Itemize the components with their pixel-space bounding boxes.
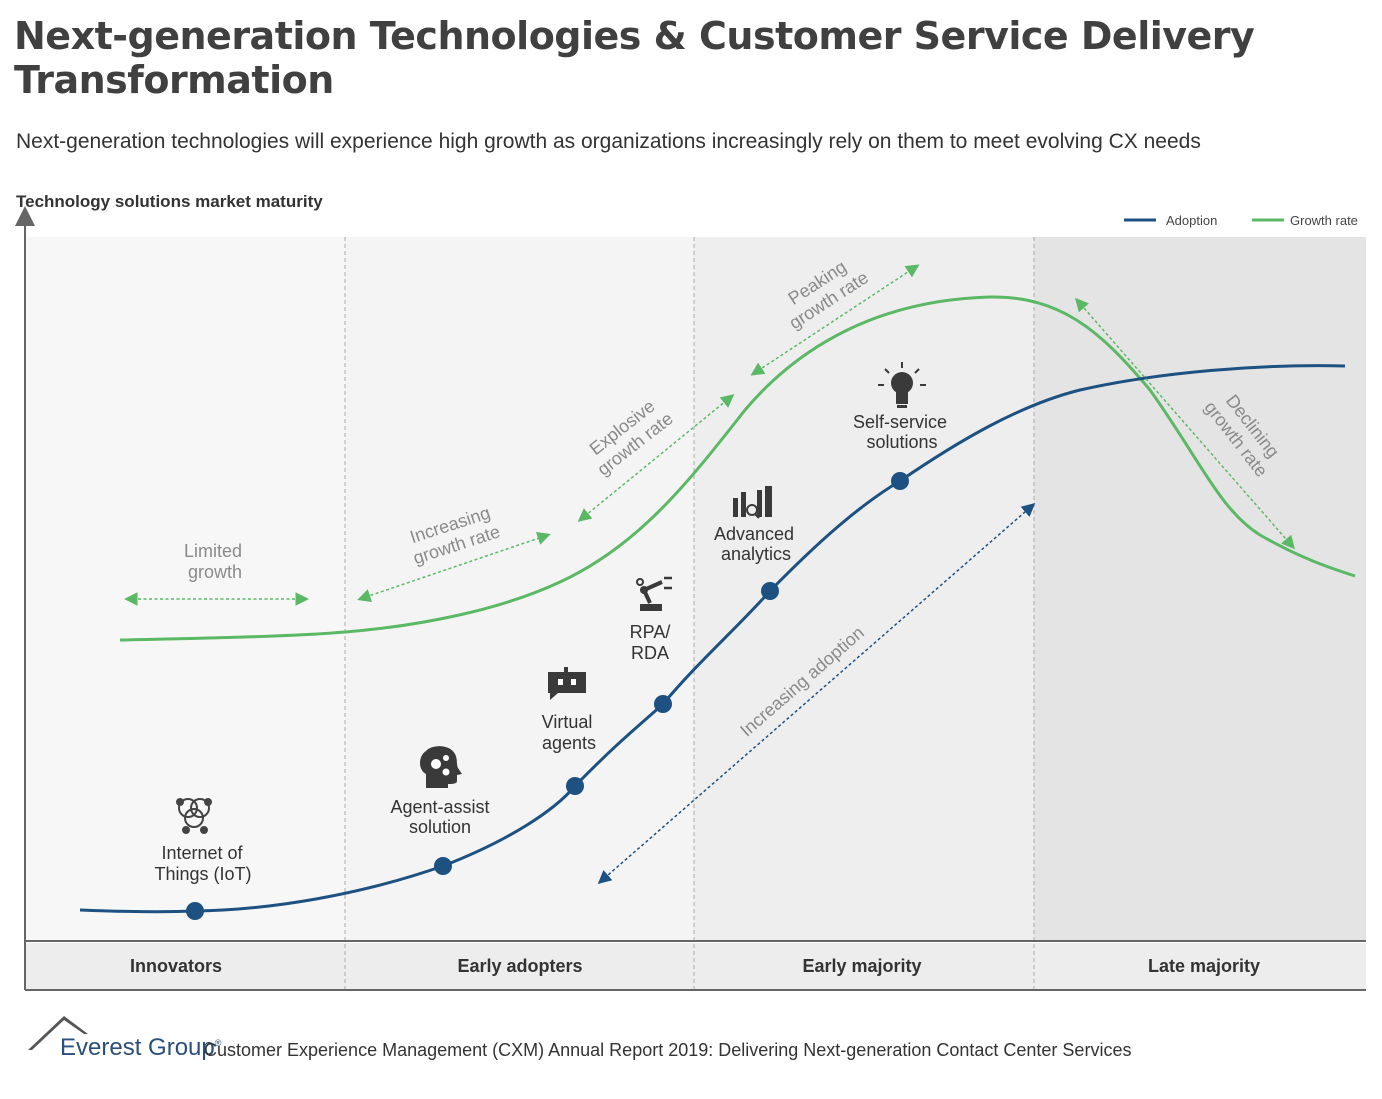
tech-label-analytics-2: analytics — [721, 544, 791, 564]
increasing-growth-arrow — [357, 531, 551, 603]
legend-adoption-label: Adoption — [1166, 213, 1217, 228]
phase-label-early-adopters: Early adopters — [457, 956, 582, 976]
point-rpa-rda — [654, 695, 672, 713]
point-virtual-agents — [566, 777, 584, 795]
bar-chart-magnifier-icon — [733, 486, 772, 519]
point-agent-assist — [434, 857, 452, 875]
phase-bg-late-majority — [1034, 237, 1366, 941]
phase-label-late-majority: Late majority — [1148, 956, 1260, 976]
page-subtitle: Next-generation technologies will experi… — [16, 130, 1201, 153]
increasing-adoption-arrow — [597, 503, 1036, 884]
tech-label-virtual-agents-1: Virtual — [542, 712, 593, 732]
legend: Adoption Growth rate — [1124, 213, 1358, 228]
iot-network-icon — [176, 798, 212, 834]
footer-source: Customer Experience Management (CXM) Ann… — [204, 1040, 1132, 1060]
footer-brand-name: Everest Group — [60, 1034, 215, 1061]
head-gears-icon — [420, 746, 462, 788]
point-advanced-analytics — [761, 582, 779, 600]
limited-growth-label-2: growth — [188, 562, 242, 582]
tech-label-iot-2: Things (IoT) — [154, 864, 251, 884]
phase-label-innovators: Innovators — [130, 956, 222, 976]
phase-bg-early-majority — [694, 237, 1034, 941]
robot-arm-icon — [636, 576, 672, 611]
tech-label-self-service-2: solutions — [866, 432, 937, 452]
everest-logo-icon — [28, 1016, 88, 1050]
page-title: Next-generation Technologies & Customer … — [14, 14, 1255, 102]
tech-label-self-service-1: Self-service — [853, 412, 947, 432]
phase-label-band — [25, 943, 1366, 990]
tech-label-analytics-1: Advanced — [714, 524, 794, 544]
lightbulb-icon — [878, 362, 926, 408]
footer-brand-mark: ® — [214, 1038, 222, 1048]
tech-label-agent-assist-1: Agent-assist — [390, 797, 489, 817]
tech-label-agent-assist-2: solution — [409, 817, 471, 837]
tech-label-rpa-2: RDA — [631, 643, 669, 663]
chatbot-icon — [548, 667, 586, 700]
point-iot — [186, 902, 204, 920]
tech-label-iot-1: Internet of — [161, 843, 243, 863]
y-axis-label: Technology solutions market maturity — [16, 192, 323, 211]
tech-label-virtual-agents-2: agents — [542, 733, 596, 753]
footer-brand: Everest Group® — [60, 1034, 221, 1062]
limited-growth-label-1: Limited — [184, 541, 242, 561]
point-self-service — [891, 472, 909, 490]
legend-growth-label: Growth rate — [1290, 213, 1358, 228]
phase-label-early-majority: Early majority — [802, 956, 921, 976]
tech-label-rpa-1: RPA/ — [630, 622, 671, 642]
phase-bg-innovators — [25, 237, 345, 941]
